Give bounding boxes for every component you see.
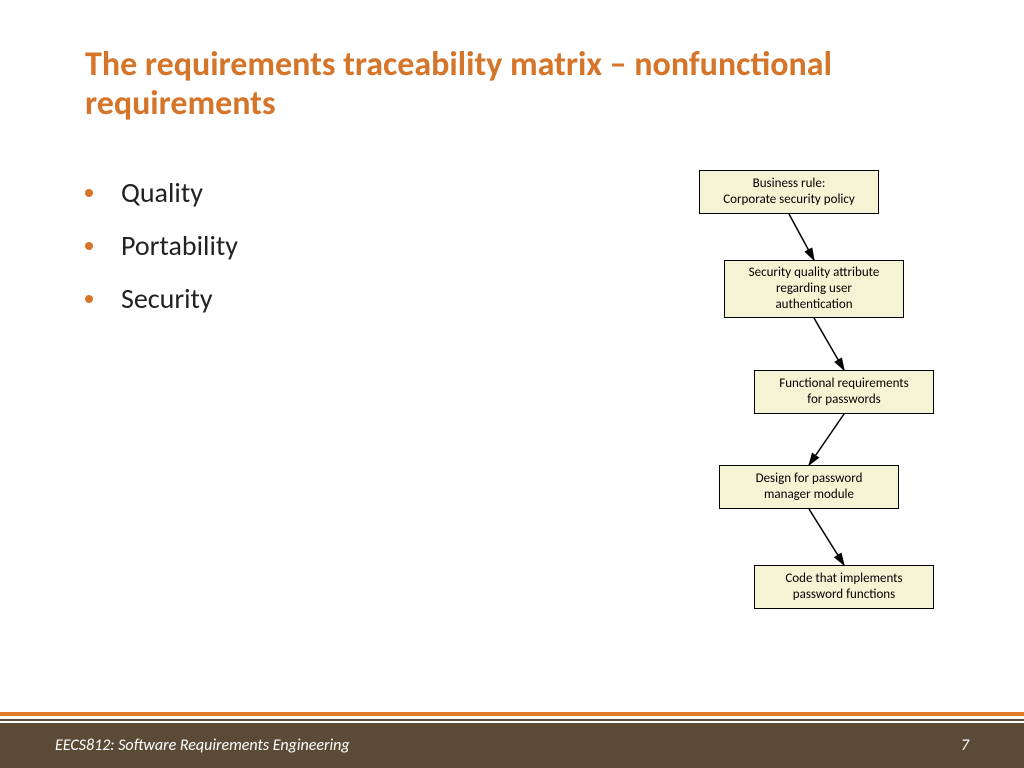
- bullet-item: Quality: [85, 175, 505, 210]
- bullet-dot-icon: [85, 295, 93, 303]
- flowchart-edge: [809, 414, 844, 465]
- bullet-dot-icon: [85, 242, 93, 250]
- bullet-item: Portability: [85, 228, 505, 263]
- flowchart-node: Code that implementspassword functions: [754, 565, 934, 609]
- bullet-dot-icon: [85, 189, 93, 197]
- bullet-item: Security: [85, 281, 505, 316]
- footer-bar: EECS812: Software Requirements Engineeri…: [0, 723, 1024, 768]
- footer-thin-rule: [0, 719, 1024, 721]
- flowchart-node: Design for passwordmanager module: [719, 465, 899, 509]
- bullet-text: Security: [121, 281, 213, 316]
- bullet-text: Quality: [121, 175, 203, 210]
- flowchart-node: Business rule:Corporate security policy: [699, 170, 879, 214]
- flowchart-node: Security quality attributeregarding user…: [724, 260, 904, 318]
- flowchart-edges: [579, 170, 979, 690]
- flowchart-edge: [809, 509, 844, 565]
- footer-page-number: 7: [961, 736, 969, 755]
- flowchart: Business rule:Corporate security policy S…: [579, 170, 979, 690]
- footer-accent-rule: [0, 712, 1024, 716]
- flowchart-edge: [789, 214, 814, 260]
- bullet-list: Quality Portability Security: [85, 175, 505, 334]
- flowchart-node: Functional requirementsfor passwords: [754, 370, 934, 414]
- slide-title: The requirements traceability matrix – n…: [85, 45, 935, 123]
- footer-course: EECS812: Software Requirements Engineeri…: [55, 736, 350, 755]
- slide: The requirements traceability matrix – n…: [0, 0, 1024, 768]
- bullet-text: Portability: [121, 228, 238, 263]
- flowchart-edge: [814, 318, 844, 370]
